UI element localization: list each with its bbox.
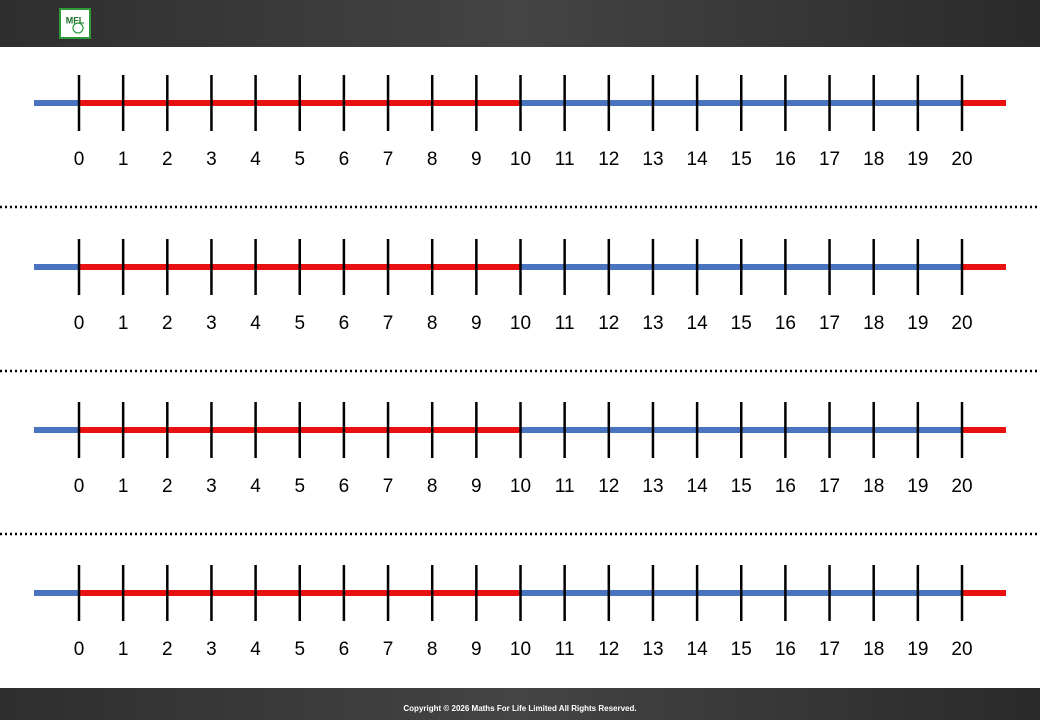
- tick-label: 5: [294, 476, 305, 497]
- tick-label: 17: [819, 313, 840, 334]
- tick-label: 11: [555, 313, 575, 334]
- tick-label: 12: [598, 313, 619, 334]
- tick-label: 18: [863, 476, 884, 497]
- tick-label: 18: [863, 149, 884, 170]
- tick-label: 2: [162, 149, 173, 170]
- tick-label: 17: [819, 639, 840, 660]
- tick-label: 4: [250, 639, 261, 660]
- tick-label: 10: [510, 313, 531, 334]
- tick-label: 20: [951, 149, 972, 170]
- tick-label: 12: [598, 476, 619, 497]
- tick-label: 20: [951, 476, 972, 497]
- logo-clock: [72, 22, 84, 34]
- tick-label: 4: [250, 476, 261, 497]
- tick-label: 5: [294, 149, 305, 170]
- tick-label: 1: [118, 639, 129, 660]
- tick-label: 17: [819, 476, 840, 497]
- tick-label: 2: [162, 639, 173, 660]
- tick-label: 5: [294, 639, 305, 660]
- tick-label: 13: [642, 476, 663, 497]
- tick-label: 10: [510, 149, 531, 170]
- tick-label: 2: [162, 476, 173, 497]
- tick-label: 14: [687, 149, 709, 170]
- tick-label: 7: [383, 149, 394, 170]
- tick-label: 8: [427, 313, 438, 334]
- tick-label: 1: [118, 313, 129, 334]
- tick-label: 18: [863, 639, 884, 660]
- tick-label: 0: [74, 476, 85, 497]
- tick-label: 3: [206, 476, 217, 497]
- tick-label: 0: [74, 149, 85, 170]
- tick-label: 6: [339, 476, 350, 497]
- tick-label: 2: [162, 313, 173, 334]
- tick-label: 14: [687, 639, 709, 660]
- footer-bar: [0, 688, 1040, 720]
- tick-label: 9: [471, 313, 482, 334]
- tick-label: 15: [731, 313, 752, 334]
- tick-label: 9: [471, 639, 482, 660]
- tick-label: 10: [510, 639, 531, 660]
- header-bar: [0, 0, 1040, 47]
- tick-label: 8: [427, 476, 438, 497]
- copyright: Copyright © 2026 Maths For Life Limited …: [403, 704, 636, 713]
- tick-label: 6: [339, 639, 350, 660]
- tick-label: 9: [471, 149, 482, 170]
- tick-label: 8: [427, 639, 438, 660]
- tick-label: 1: [118, 476, 129, 497]
- tick-label: 13: [642, 639, 663, 660]
- tick-label: 5: [294, 313, 305, 334]
- tick-label: 15: [731, 149, 752, 170]
- tick-label: 9: [471, 476, 482, 497]
- tick-label: 16: [775, 313, 796, 334]
- tick-label: 19: [907, 149, 928, 170]
- tick-label: 3: [206, 149, 217, 170]
- tick-label: 0: [74, 313, 85, 334]
- tick-label: 10: [510, 476, 531, 497]
- tick-label: 15: [731, 639, 752, 660]
- tick-label: 6: [339, 149, 350, 170]
- tick-label: 19: [907, 476, 928, 497]
- tick-label: 14: [687, 476, 709, 497]
- tick-label: 3: [206, 313, 217, 334]
- logo-box: [59, 8, 91, 39]
- tick-label: 11: [555, 149, 575, 170]
- tick-label: 20: [951, 639, 972, 660]
- tick-label: 7: [383, 476, 394, 497]
- tick-label: 12: [598, 639, 619, 660]
- tick-label: 4: [250, 149, 261, 170]
- tick-label: 18: [863, 313, 884, 334]
- tick-label: 16: [775, 476, 796, 497]
- tick-label: 14: [687, 313, 709, 334]
- tick-label: 16: [775, 639, 796, 660]
- tick-label: 4: [250, 313, 261, 334]
- tick-label: 12: [598, 149, 619, 170]
- tick-label: 19: [907, 639, 928, 660]
- tick-label: 3: [206, 639, 217, 660]
- tick-label: 13: [642, 313, 663, 334]
- tick-label: 7: [383, 639, 394, 660]
- tick-label: 20: [951, 313, 972, 334]
- tick-label: 15: [731, 476, 752, 497]
- tick-label: 11: [555, 639, 575, 660]
- tick-label: 16: [775, 149, 796, 170]
- tick-label: 17: [819, 149, 840, 170]
- tick-label: 7: [383, 313, 394, 334]
- tick-label: 0: [74, 639, 85, 660]
- tick-label: 11: [555, 476, 575, 497]
- tick-label: 1: [118, 149, 129, 170]
- tick-label: 8: [427, 149, 438, 170]
- number-lines: 0 1 2 3 4 5 6 7 8 9 10 11 12 13 14 15 16 17 18 19 200 1 2 3 4 5 6 7…: [0, 75, 1040, 660]
- tick-label: 6: [339, 313, 350, 334]
- tick-label: 19: [907, 313, 928, 334]
- logo: MFL: [66, 15, 85, 25]
- tick-label: 13: [642, 149, 663, 170]
